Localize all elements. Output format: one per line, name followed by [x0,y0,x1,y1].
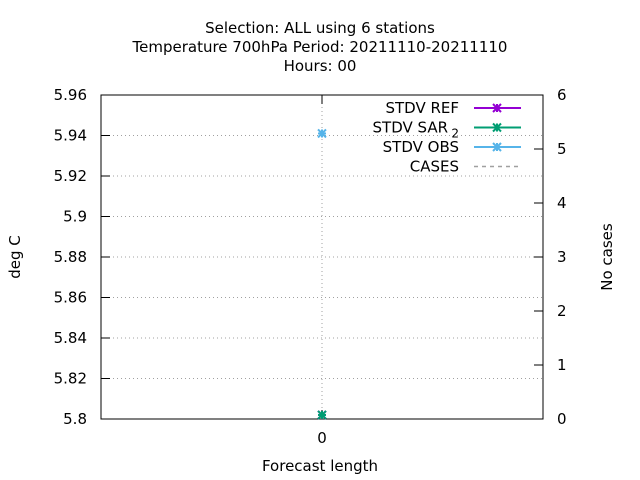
y-right-tick-label: 5 [557,140,567,158]
y-left-tick-label: 5.82 [54,370,87,388]
title-line-2: Temperature 700hPa Period: 20211110-2021… [132,38,508,56]
data-point-stroke [317,410,327,420]
chart-title: Selection: ALL using 6 stations Temperat… [132,19,508,75]
y-right-tick-label: 6 [557,86,567,104]
legend-label: CASES [410,158,459,176]
legend-label: STDV OBS [383,138,459,156]
title-line-1: Selection: ALL using 6 stations [205,19,435,37]
data-point-stdv-obs [317,128,327,139]
legend-label: STDV SAR [373,119,448,137]
y-right-tick-label: 3 [557,248,567,266]
x-tick-label: 0 [317,429,327,447]
axes: 5.8 5.82 5.84 5.86 5.88 5.9 5.92 5.94 5.96 0 1 2 3 4 5… [54,86,567,447]
data-point-stroke [317,128,327,139]
y-left-tick-label: 5.94 [54,127,87,145]
y-right-tick-label: 1 [557,356,567,374]
y-left-tick-label: 5.84 [54,329,87,347]
y-right-tick-label: 2 [557,302,567,320]
y-left-tick-label: 5.8 [63,410,87,428]
grid [101,95,543,419]
data-point-stdv-sar [317,410,327,420]
series-layer [317,128,327,420]
plot-frame [100,94,544,420]
y-left-tick-label: 5.86 [54,289,87,307]
legend-marker [492,142,502,152]
data-point-stroke [492,103,502,113]
y-left-tick-label: 5.88 [54,248,87,266]
title-line-3: Hours: 00 [284,57,357,75]
legend-label-subscript: 2 [451,127,459,141]
legend-marker [492,103,502,113]
y-left-tick-label: 5.96 [54,86,87,104]
y-left-tick-label: 5.9 [63,208,87,226]
x-axis-label: Forecast length [262,457,378,475]
legend-label: STDV REF [385,99,459,117]
y-right-tick-label: 4 [557,194,567,212]
legend-marker [492,122,502,133]
data-point-stroke [492,142,502,152]
y-axis-label-left: deg C [6,235,24,279]
data-point-stroke [492,122,502,133]
y-axis-label-right: No cases [598,223,616,291]
y-right-tick-label: 0 [557,410,567,428]
y-left-tick-label: 5.92 [54,167,87,185]
